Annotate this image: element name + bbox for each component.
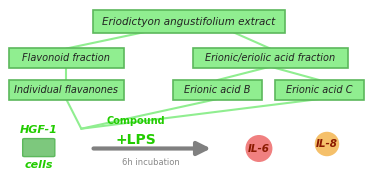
Ellipse shape — [315, 132, 339, 156]
Text: Erionic acid B: Erionic acid B — [184, 85, 251, 95]
FancyBboxPatch shape — [8, 80, 124, 100]
FancyBboxPatch shape — [173, 80, 262, 100]
Text: IL-8: IL-8 — [316, 139, 338, 149]
Text: Flavonoid fraction: Flavonoid fraction — [22, 53, 110, 63]
FancyBboxPatch shape — [8, 48, 124, 68]
Text: Compound: Compound — [107, 116, 166, 126]
Text: Erionic/eriolic acid fraction: Erionic/eriolic acid fraction — [205, 53, 335, 63]
Text: Erionic acid C: Erionic acid C — [286, 85, 353, 95]
Text: Individual flavanones: Individual flavanones — [14, 85, 118, 95]
Text: HGF-1: HGF-1 — [20, 125, 58, 135]
Text: +LPS: +LPS — [116, 133, 156, 147]
FancyBboxPatch shape — [193, 48, 348, 68]
FancyBboxPatch shape — [93, 10, 285, 33]
Text: IL-6: IL-6 — [248, 143, 270, 154]
FancyBboxPatch shape — [275, 80, 364, 100]
Text: Eriodictyon angustifolium extract: Eriodictyon angustifolium extract — [102, 17, 276, 27]
FancyBboxPatch shape — [23, 139, 55, 157]
Text: 6h incubation: 6h incubation — [122, 158, 180, 167]
Ellipse shape — [245, 135, 273, 162]
Text: cells: cells — [25, 160, 53, 170]
